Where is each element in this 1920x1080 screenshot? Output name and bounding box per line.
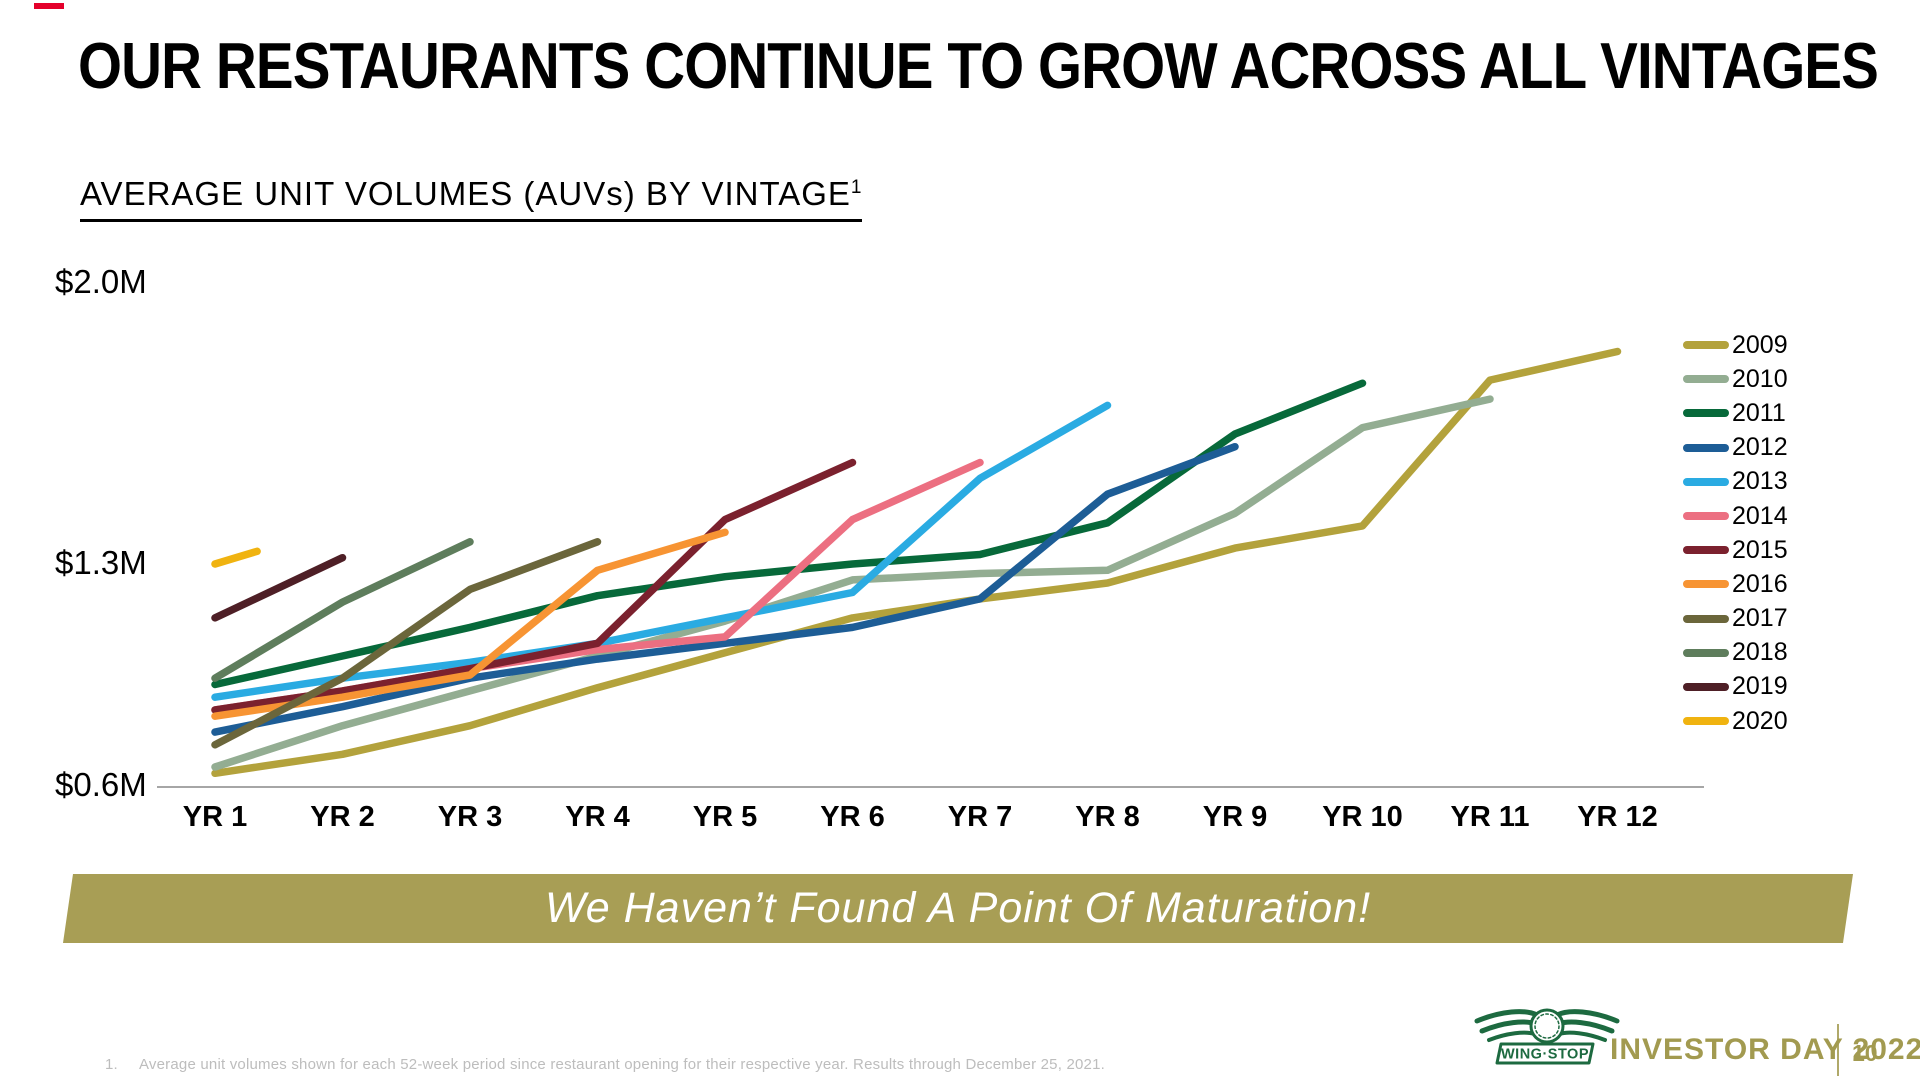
legend-label: 2010 xyxy=(1732,364,1788,393)
legend-label: 2013 xyxy=(1732,467,1788,496)
x-tick-label: YR 5 xyxy=(692,801,758,833)
legend-item-2019: 2019 xyxy=(1683,670,1788,704)
x-tick-label: YR 4 xyxy=(565,801,630,833)
x-tick-label: YR 3 xyxy=(437,801,503,833)
x-tick-label: YR 6 xyxy=(820,801,885,833)
series-line-2010 xyxy=(211,395,1494,771)
takeaway-banner: We Haven’t Found A Point Of Maturation! xyxy=(63,874,1853,943)
legend-item-2011: 2011 xyxy=(1683,396,1788,430)
series-line-2014 xyxy=(211,458,984,714)
legend-swatch xyxy=(1683,443,1729,452)
x-tick-label: YR 8 xyxy=(1075,801,1140,833)
series-line-2011 xyxy=(211,379,1367,689)
legend-label: 2018 xyxy=(1732,638,1788,667)
legend-swatch xyxy=(1683,717,1729,726)
legend-item-2012: 2012 xyxy=(1683,431,1788,465)
legend-item-2014: 2014 xyxy=(1683,499,1788,533)
series-line-2015 xyxy=(211,458,857,714)
series-line-2013 xyxy=(211,401,1112,701)
takeaway-banner-text: We Haven’t Found A Point Of Maturation! xyxy=(544,884,1372,932)
series-line-2018 xyxy=(211,538,474,682)
chart-title: AVERAGE UNIT VOLUMES (AUVs) BY VINTAGE1 xyxy=(80,175,863,222)
legend-swatch xyxy=(1683,512,1729,521)
legend-label: 2015 xyxy=(1732,535,1788,564)
legend-swatch xyxy=(1683,648,1729,657)
legend-item-2017: 2017 xyxy=(1683,602,1788,636)
legend-item-2015: 2015 xyxy=(1683,533,1788,567)
legend-item-2010: 2010 xyxy=(1683,362,1788,396)
legend-swatch xyxy=(1683,341,1729,350)
legend-label: 2012 xyxy=(1732,433,1788,462)
footer-event-label: INVESTOR DAY 2022 xyxy=(1610,1033,1920,1066)
legend-label: 2020 xyxy=(1732,706,1788,735)
red-accent-dash xyxy=(34,3,64,9)
footnote-number: 1. xyxy=(105,1056,118,1073)
series-line-2019 xyxy=(211,553,347,622)
legend-swatch xyxy=(1683,546,1729,555)
legend-swatch xyxy=(1683,477,1729,486)
legend-item-2009: 2009 xyxy=(1683,328,1788,362)
footer-page-number: 10 xyxy=(1852,1040,1878,1066)
chart-legend: 2009 2010 2011 2012 2013 2014 2015 2016 2017 2018… xyxy=(1683,328,1788,738)
legend-label: 2017 xyxy=(1732,604,1788,633)
series-line-2009 xyxy=(211,347,1622,778)
series-line-2012 xyxy=(211,442,1239,736)
wingstop-logo-ribbon-text: WING·STOP xyxy=(1501,1047,1589,1063)
legend-label: 2019 xyxy=(1732,672,1788,701)
legend-label: 2016 xyxy=(1732,569,1788,598)
series-line-2017 xyxy=(211,538,602,749)
legend-label: 2011 xyxy=(1732,398,1786,427)
footer-divider xyxy=(1837,1024,1839,1076)
x-tick-label: YR 10 xyxy=(1322,801,1403,833)
legend-item-2018: 2018 xyxy=(1683,636,1788,670)
x-tick-label: YR 2 xyxy=(310,801,375,833)
x-tick-label: YR 7 xyxy=(947,801,1013,833)
x-tick-label: YR 12 xyxy=(1577,801,1658,833)
legend-swatch xyxy=(1683,409,1729,418)
footnote-text: Average unit volumes shown for each 52-w… xyxy=(139,1056,1105,1073)
y-tick-label: $0.6M xyxy=(55,766,147,803)
legend-swatch xyxy=(1683,682,1729,691)
legend-item-2013: 2013 xyxy=(1683,465,1788,499)
legend-label: 2009 xyxy=(1732,330,1788,359)
x-tick-label: YR 9 xyxy=(1202,801,1268,833)
legend-label: 2014 xyxy=(1732,501,1788,530)
y-tick-label: $2.0M xyxy=(55,263,147,300)
legend-swatch xyxy=(1683,375,1729,384)
series-line-2020 xyxy=(211,547,261,568)
legend-item-2016: 2016 xyxy=(1683,567,1788,601)
legend-swatch xyxy=(1683,614,1729,623)
legend-swatch xyxy=(1683,580,1729,589)
y-tick-label: $1.3M xyxy=(55,544,147,581)
chart-title-superscript: 1 xyxy=(850,177,863,198)
chart-title-wrap: AVERAGE UNIT VOLUMES (AUVs) BY VINTAGE1 xyxy=(80,175,863,222)
legend-item-2020: 2020 xyxy=(1683,704,1788,738)
wingstop-logo: WING·STOP xyxy=(1474,1008,1620,1065)
slide-title: OUR RESTAURANTS CONTINUE TO GROW ACROSS … xyxy=(78,29,1879,102)
footnote: 1. Average unit volumes shown for each 52… xyxy=(105,1056,1105,1073)
x-tick-label: YR 11 xyxy=(1450,801,1530,833)
x-tick-label: YR 1 xyxy=(182,801,248,833)
